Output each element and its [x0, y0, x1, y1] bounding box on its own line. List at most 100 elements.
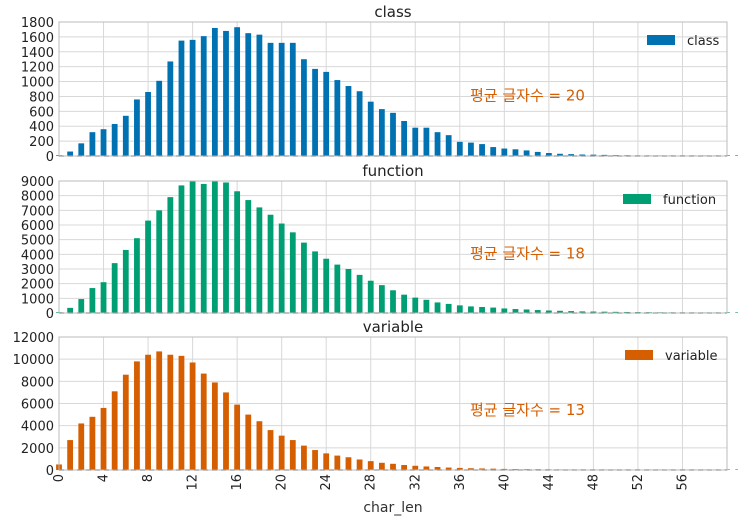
- bar-function-33: [423, 299, 430, 313]
- legend: variable: [625, 349, 717, 364]
- bar-class-5: [111, 123, 118, 156]
- bar-variable-35: [445, 467, 452, 470]
- bar-variable-29: [378, 462, 385, 470]
- bar-variable-7: [134, 361, 140, 470]
- bar-variable-38: [479, 468, 485, 470]
- bar-function-11: [178, 185, 185, 313]
- bar-variable-15: [223, 392, 229, 470]
- x-tick-label: 48: [586, 474, 601, 491]
- bar-function-35: [445, 303, 452, 313]
- y-tick-label: 7000: [21, 204, 54, 219]
- bar-class-21: [289, 42, 296, 156]
- bar-function-40: [501, 308, 508, 313]
- legend-swatch: [647, 35, 675, 45]
- chart-title: function: [362, 162, 423, 180]
- x-tick-label: 36: [453, 474, 468, 491]
- bar-function-44: [545, 310, 552, 313]
- y-tick-label: 0: [46, 307, 54, 322]
- bar-class-4: [100, 129, 107, 156]
- bar-function-37: [468, 306, 474, 313]
- bar-function-25: [334, 264, 341, 313]
- bar-class-12: [189, 39, 196, 156]
- bar-variable-4: [100, 407, 107, 470]
- y-tick-label: 200: [29, 135, 54, 150]
- y-tick-label: 4000: [21, 248, 54, 263]
- bar-function-15: [223, 182, 229, 313]
- bar-class-61: [735, 155, 738, 156]
- y-tick-label: 9000: [21, 175, 54, 190]
- bar-function-42: [523, 309, 530, 313]
- bar-class-28: [367, 101, 374, 156]
- bar-function-39: [490, 307, 497, 313]
- bar-variable-8: [145, 354, 151, 470]
- x-tick-label: 12: [186, 474, 201, 491]
- x-axis: 0 4 8 12 16 20 24 28 32 36 40 44 48 52 56: [52, 474, 690, 491]
- bar-function-41: [512, 309, 519, 313]
- bar-class-9: [156, 80, 163, 156]
- bar-class-10: [167, 61, 174, 157]
- mean-annotation: 평균 글자수 = 13: [470, 401, 585, 419]
- bar-function-31: [401, 294, 408, 313]
- bar-class-40: [501, 148, 508, 156]
- bar-variable-24: [323, 453, 330, 470]
- bar-class-38: [479, 144, 485, 156]
- y-tick-label: 6000: [21, 219, 54, 234]
- bar-function-29: [378, 285, 385, 313]
- bar-function-32: [412, 297, 419, 313]
- bar-function-28: [367, 280, 374, 313]
- bar-function-49: [601, 311, 608, 313]
- bar-function-46: [568, 311, 575, 313]
- bar-class-39: [490, 147, 497, 156]
- y-tick-label: 1000: [21, 76, 54, 91]
- mean-annotation: 평균 글자수 = 20: [470, 87, 585, 105]
- bar-variable-26: [345, 457, 352, 470]
- y-tick-label: 6000: [21, 398, 54, 413]
- legend: class: [647, 34, 719, 49]
- bar-variable-3: [89, 416, 96, 470]
- bar-variable-5: [111, 391, 118, 470]
- bar-class-43: [534, 151, 541, 156]
- bar-variable-14: [211, 382, 218, 470]
- chart-panels: 020040060080010001200140016001800classcl…: [13, 3, 738, 479]
- bar-function-10: [167, 197, 174, 313]
- bar-variable-25: [334, 455, 341, 470]
- bar-variable-19: [267, 430, 274, 470]
- bar-variable-31: [401, 465, 408, 470]
- plot-frame: [58, 336, 728, 471]
- bar-variable-23: [312, 450, 318, 470]
- bar-function-21: [289, 232, 296, 313]
- bar-class-44: [545, 153, 552, 156]
- bar-function-38: [479, 306, 485, 313]
- bar-function-9: [156, 210, 163, 313]
- bar-function-36: [456, 305, 463, 313]
- bar-class-20: [278, 42, 285, 156]
- bar-function-47: [579, 311, 586, 313]
- bar-class-33: [423, 127, 430, 156]
- bar-class-18: [256, 34, 263, 156]
- plot-frame: [58, 21, 728, 157]
- x-tick-label: 32: [408, 474, 423, 491]
- legend-label: class: [687, 34, 719, 49]
- bar-variable-36: [456, 467, 463, 470]
- bar-class-25: [334, 80, 341, 156]
- bar-function-26: [345, 269, 352, 313]
- y-tick-label: 8000: [21, 375, 54, 390]
- bar-class-49: [601, 154, 608, 156]
- bar-function-61: [735, 312, 738, 313]
- y-tick-label: 12000: [13, 331, 54, 346]
- plot-frame: [58, 180, 728, 314]
- bar-function-24: [323, 258, 330, 313]
- bar-function-50: [612, 311, 619, 313]
- bar-variable-18: [256, 421, 263, 470]
- bar-class-37: [468, 142, 474, 156]
- legend-swatch: [623, 194, 651, 204]
- bar-function-34: [434, 302, 441, 313]
- y-tick-label: 1600: [21, 31, 54, 46]
- bar-class-23: [312, 68, 318, 156]
- y-tick-label: 4000: [21, 420, 54, 435]
- x-tick-label: 0: [52, 474, 67, 482]
- bar-function-27: [356, 274, 363, 313]
- x-axis-label: char_len: [363, 500, 422, 516]
